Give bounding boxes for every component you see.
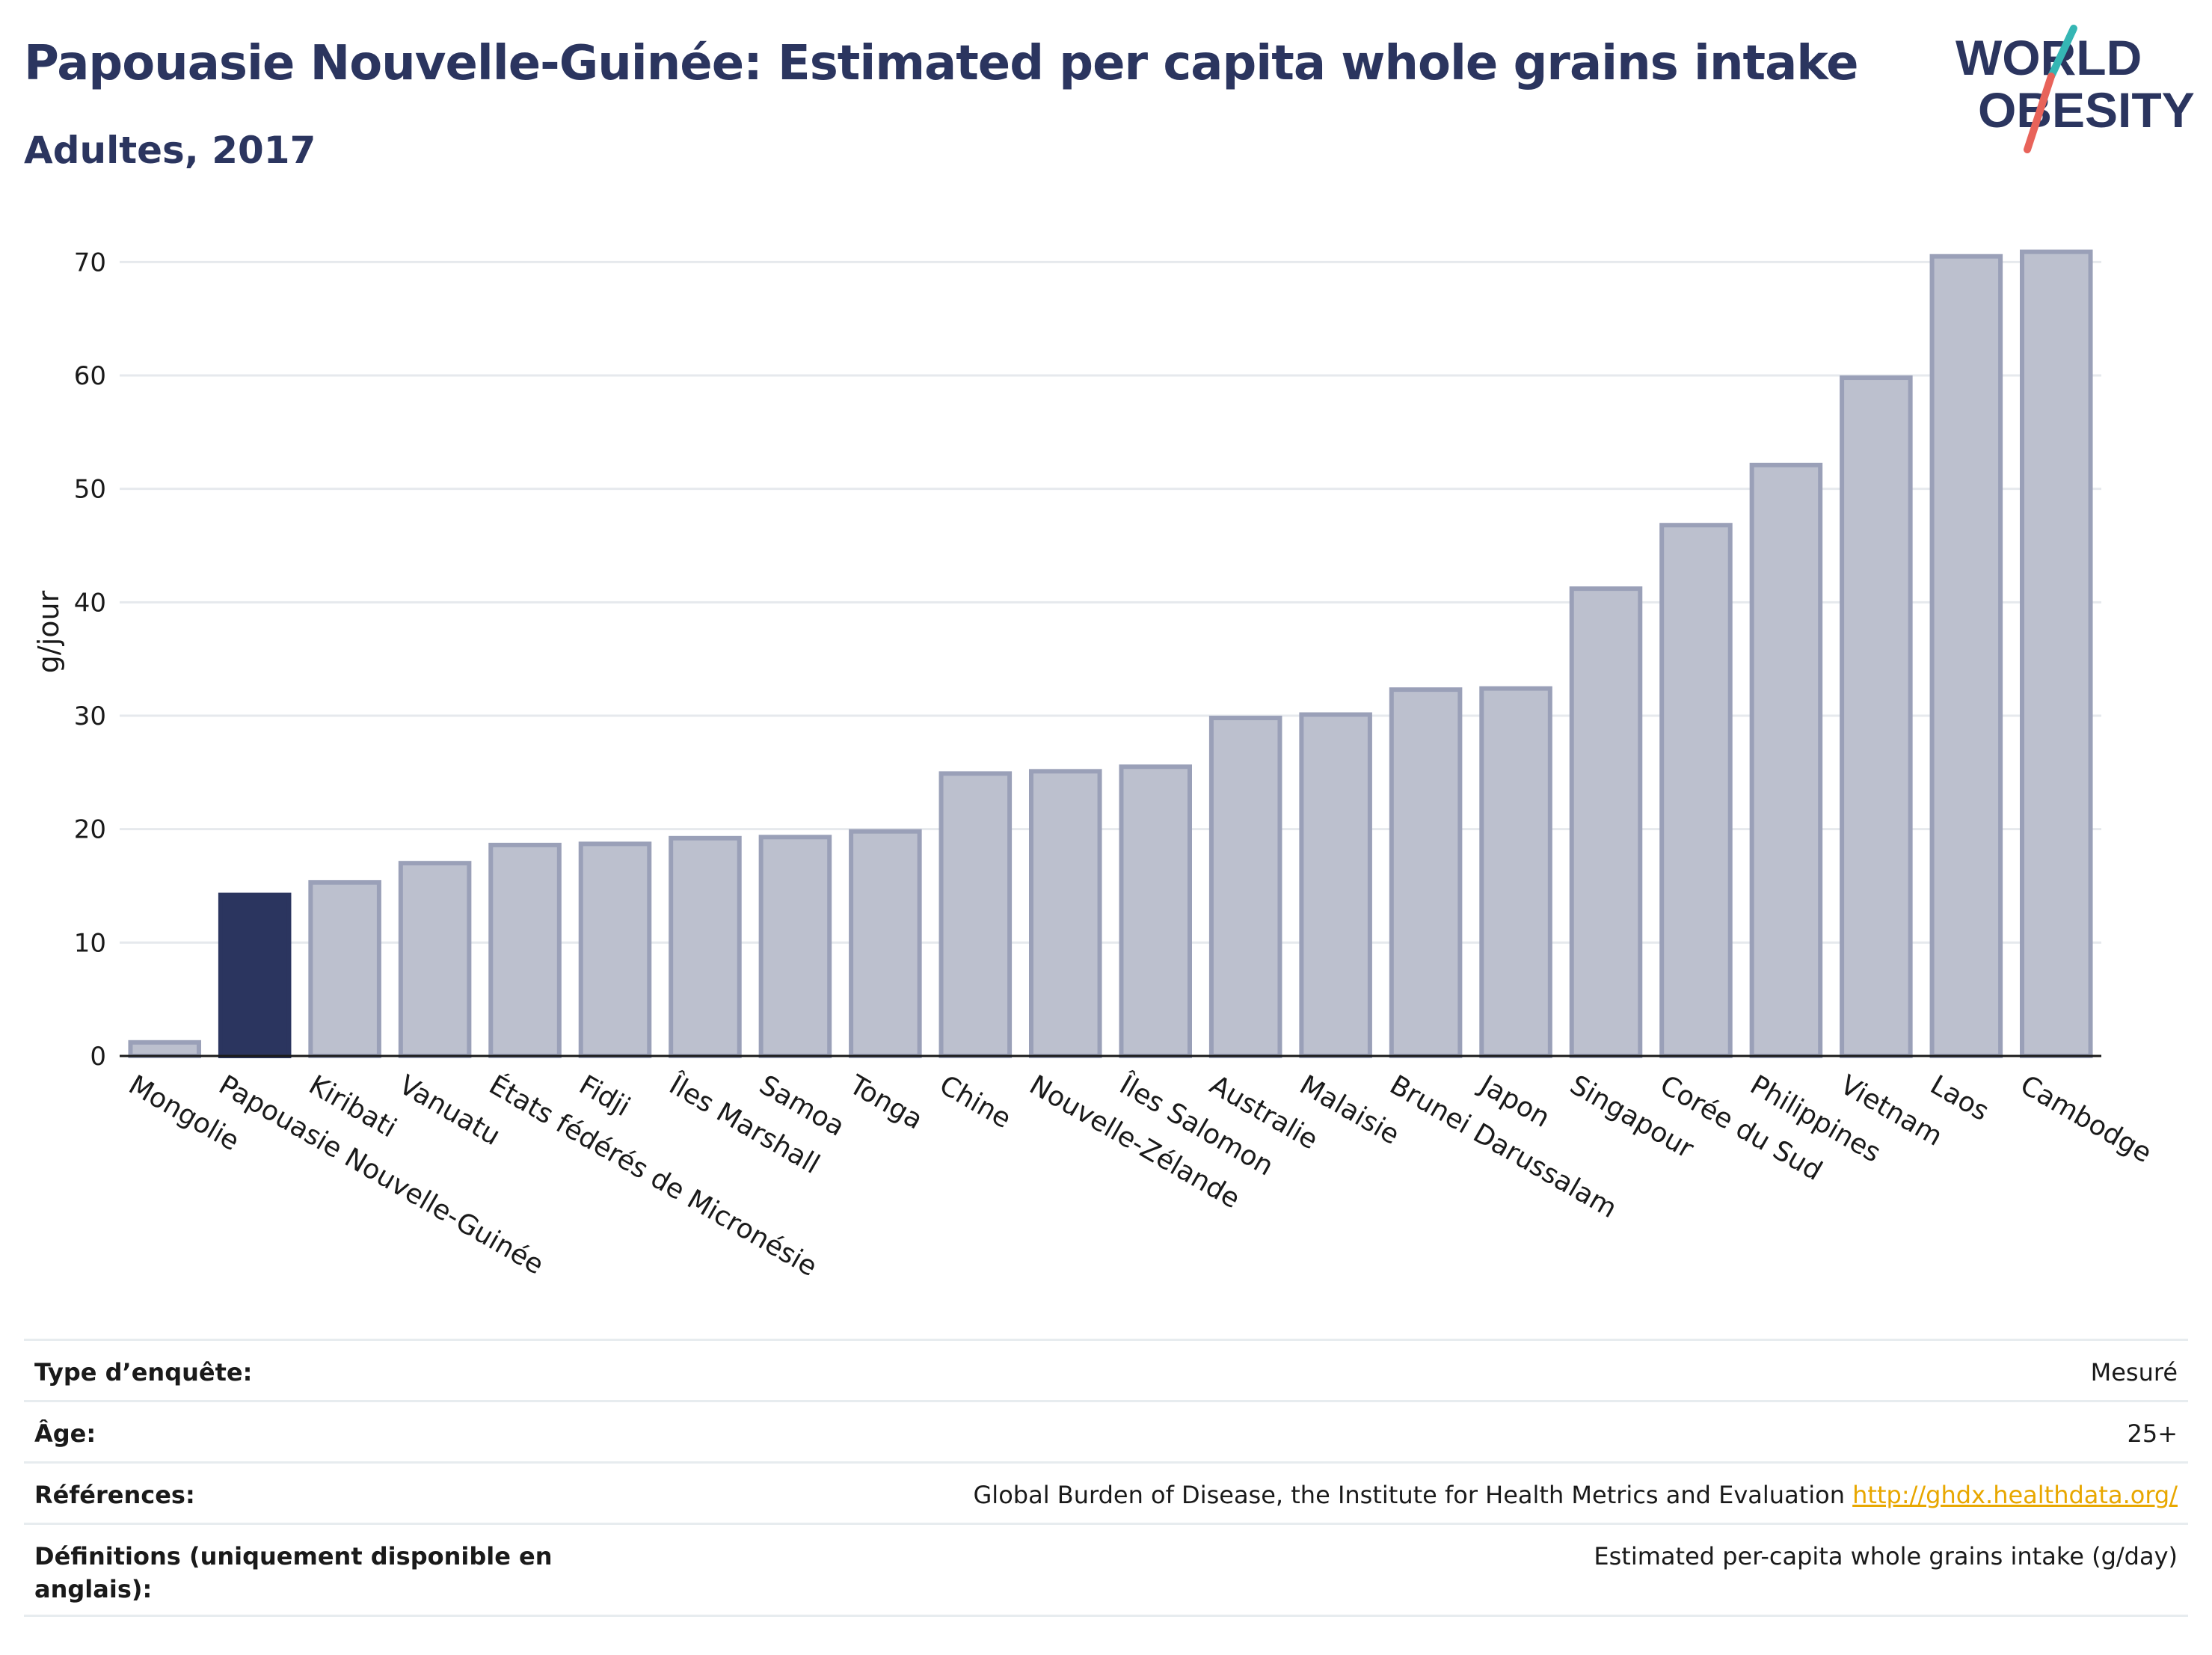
bar[interactable] [2020,249,2093,1058]
y-tick-label: 30 [74,701,106,731]
info-table: Type d’enquête: Mesuré Âge: 25+ Référenc… [24,1339,2188,1617]
bar[interactable] [1569,586,1643,1058]
info-value: Estimated per-capita whole grains intake… [1594,1542,2178,1570]
bar[interactable] [849,829,922,1058]
bar[interactable] [488,842,562,1059]
logo-text-obesity: OBESITY [1978,82,2195,138]
info-key: Définitions (uniquement disponible en an… [34,1542,553,1603]
x-category-label: Fidji [574,1069,635,1123]
y-tick-label: 0 [90,1042,106,1072]
info-key: Références: [34,1481,195,1509]
bar[interactable] [1119,764,1193,1058]
info-key: Type d’enquête: [34,1358,253,1387]
reference-text: Global Burden of Disease, the Institute … [973,1481,1845,1509]
bar[interactable] [1840,375,1913,1058]
bar[interactable] [1389,687,1463,1058]
x-category-label: Vanuatu [394,1069,506,1152]
chart-title: Papouasie Nouvelle-Guinée: Estimated per… [24,36,1859,91]
info-row-age: Âge: 25+ [24,1400,2188,1461]
bar[interactable] [1299,712,1372,1058]
info-value: Mesuré [2090,1358,2178,1387]
x-category-label: Tonga [844,1069,928,1136]
bar[interactable] [308,879,381,1058]
bar[interactable] [398,861,472,1058]
y-axis-title: g/jour [32,590,65,673]
bar[interactable] [128,1040,201,1059]
logo-slash-red [2024,73,2055,153]
bar[interactable] [578,841,652,1058]
x-category-label: Cambodge [2015,1069,2157,1169]
info-value: Global Burden of Disease, the Institute … [974,1479,2178,1511]
bar[interactable] [758,835,832,1058]
y-tick-label: 20 [74,815,106,845]
y-tick-label: 40 [74,588,106,618]
y-tick-label: 70 [74,248,106,277]
bar[interactable] [1929,254,2003,1058]
x-category-label: Îles Marshall [663,1069,825,1180]
x-category-label: Chine [934,1069,1016,1134]
reference-link[interactable]: http://ghdx.healthdata.org/ [1852,1481,2178,1509]
y-tick-label: 10 [74,928,106,958]
chart-subtitle: Adultes, 2017 [24,129,316,172]
y-tick-label: 60 [74,361,106,391]
bar[interactable] [938,771,1013,1058]
info-row-survey-type: Type d’enquête: Mesuré [24,1339,2188,1400]
bar[interactable] [1029,769,1102,1058]
bar[interactable] [1208,716,1282,1058]
bar[interactable] [1659,523,1733,1058]
info-row-references: Références: Global Burden of Disease, th… [24,1461,2188,1523]
logo-slash-teal [2047,25,2077,80]
bar[interactable] [1479,686,1552,1058]
bar[interactable] [669,835,742,1059]
info-value: 25+ [2127,1419,2178,1448]
bars [128,249,2093,1059]
bar[interactable] [218,892,292,1058]
world-obesity-logo[interactable]: WORLD OBESITY [1956,22,2202,157]
info-row-definitions: Définitions (uniquement disponible en an… [24,1523,2188,1617]
y-tick-label: 50 [74,475,106,505]
bar[interactable] [1749,462,1823,1058]
info-key: Âge: [34,1419,96,1448]
